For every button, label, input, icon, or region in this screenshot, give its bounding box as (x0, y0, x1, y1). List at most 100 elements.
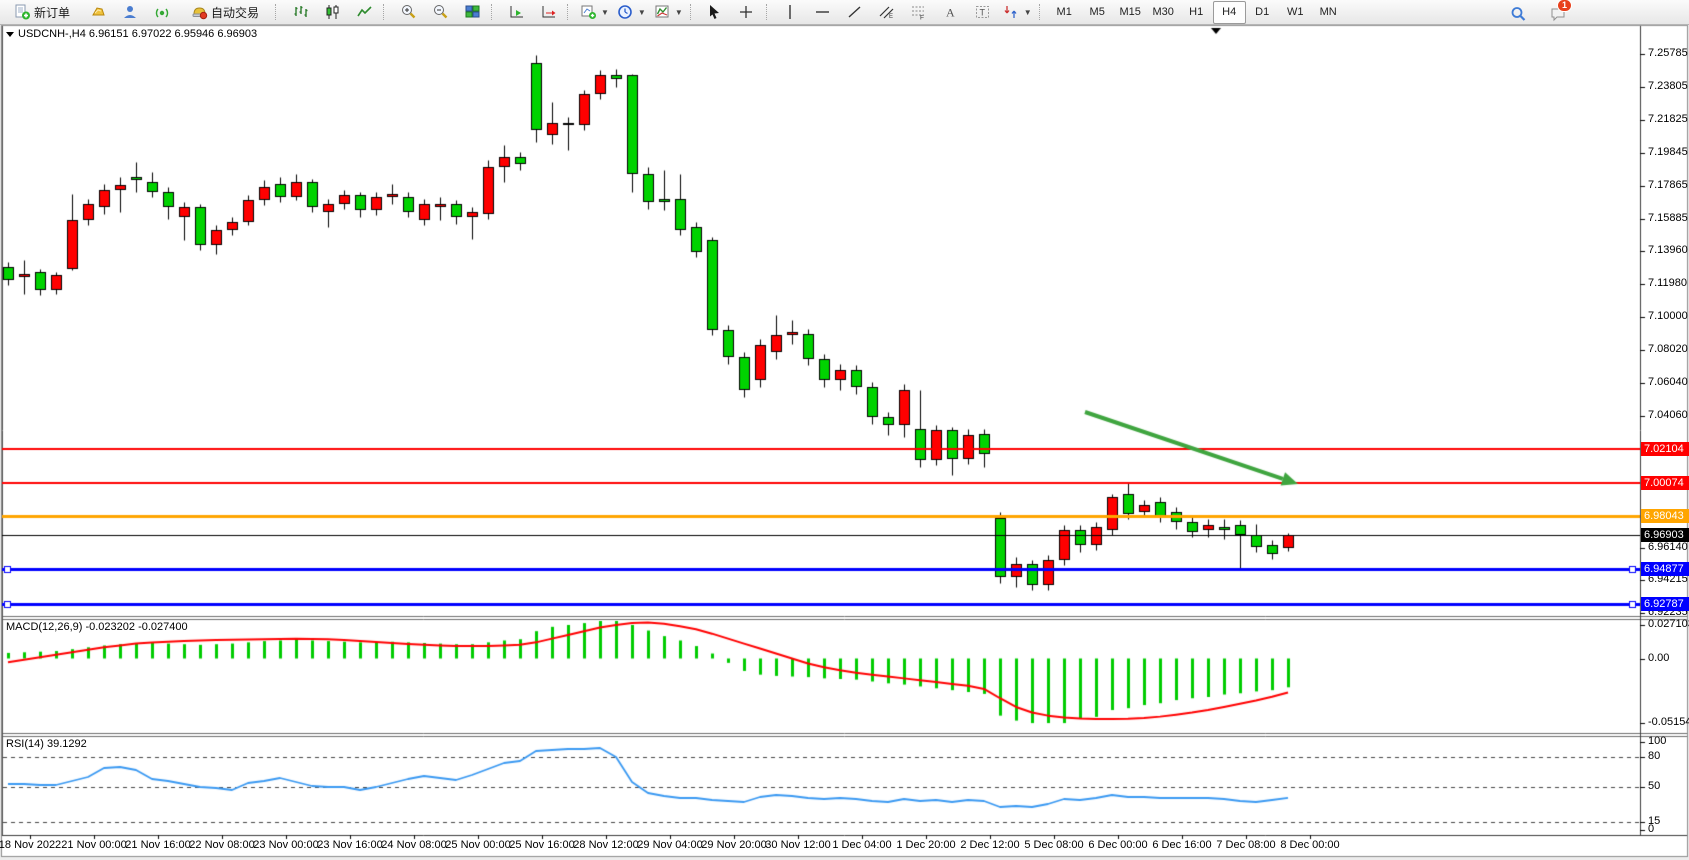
price-line-badge: 6.94877 (1641, 562, 1689, 576)
price-axis-tick: 7.17865 (1648, 179, 1688, 191)
chart-shift-button[interactable] (532, 1, 564, 24)
gold-button[interactable] (82, 1, 114, 24)
time-axis-label: 28 Nov 12:00 (573, 839, 639, 851)
rsi-axis-tick: 50 (1648, 780, 1661, 792)
chevron-down-icon: ▼ (1023, 7, 1032, 17)
timeframe-button-W1[interactable]: W1 (1286, 6, 1304, 18)
toolbar-right-icons: 1 (1502, 0, 1574, 25)
timeframe-button-M30[interactable]: M30 (1152, 6, 1174, 18)
text-icon: A (946, 6, 955, 20)
price-axis-tick: 7.08020 (1648, 343, 1688, 355)
line-chart-button[interactable] (348, 1, 380, 24)
new-order-label: 新订单 (33, 5, 70, 20)
timeframe-button-H1[interactable]: H1 (1189, 6, 1204, 18)
time-axis-label: 23 Nov 00:00 (253, 839, 319, 851)
zoom-out-button[interactable] (424, 1, 456, 24)
arrows-button[interactable]: ▼ (999, 1, 1036, 24)
horizontal-line-button[interactable] (807, 1, 839, 24)
toolbar-separator (765, 4, 771, 20)
notification-badge: 1 (1557, 0, 1573, 12)
line-chart-icon (356, 6, 372, 17)
zoom-in-button[interactable] (392, 1, 424, 24)
new-chart-button[interactable]: ▼ (576, 1, 613, 24)
svg-text:F: F (920, 15, 924, 21)
auto-scroll-icon (510, 6, 523, 18)
timeframe-button-H4[interactable]: H4 (1212, 0, 1246, 24)
signal-button[interactable] (146, 1, 178, 24)
time-axis-label: 25 Nov 00:00 (445, 839, 511, 851)
price-axis-tick: 7.19845 (1648, 146, 1688, 158)
time-axis-label: 25 Nov 16:00 (509, 839, 575, 851)
price-line-badge: 7.00074 (1641, 476, 1689, 490)
vertical-line-icon (789, 5, 791, 19)
fibonacci-button[interactable]: F (903, 1, 935, 24)
channel-button[interactable]: E (871, 1, 903, 24)
new-chart-icon (581, 5, 596, 19)
timeframe-clock-icon (618, 5, 632, 19)
cursor-button[interactable] (699, 1, 731, 24)
text-label-button[interactable]: T (967, 1, 999, 24)
period-clock-button[interactable]: ▼ (613, 1, 650, 24)
toolbar-separator (275, 4, 280, 20)
time-axis-label: 7 Dec 08:00 (1216, 839, 1276, 851)
chevron-down-icon: ▼ (601, 7, 609, 17)
toolbar-separator (383, 4, 388, 20)
macd-label: MACD(12,26,9) -0.023202 -0.027400 (6, 621, 188, 633)
timeframe-button-M5[interactable]: M5 (1089, 6, 1105, 18)
zoom-in-icon (401, 5, 415, 19)
time-axis-label: 21 Nov 00:00 (61, 839, 127, 851)
vertical-line-button[interactable] (775, 1, 807, 24)
crosshair-icon (740, 6, 753, 18)
timeframe-button-M15[interactable]: M15 (1119, 6, 1141, 18)
svg-text:A: A (946, 6, 955, 20)
price-line-badge: 6.96903 (1641, 528, 1689, 542)
price-line-badge: 7.02104 (1641, 442, 1689, 456)
text-button[interactable]: A (935, 1, 967, 24)
tile-windows-button[interactable] (456, 1, 488, 24)
toolbar-separator (491, 4, 496, 20)
profile-button[interactable] (114, 1, 146, 24)
time-axis-label: 29 Nov 04:00 (637, 839, 703, 851)
svg-text:E: E (889, 14, 893, 20)
chat-button[interactable]: 1 (1542, 0, 1574, 25)
candlestick-chart-button[interactable] (316, 1, 348, 24)
auto-trading-button[interactable]: 自动交易 (178, 1, 272, 24)
price-axis-tick: 7.21825 (1648, 113, 1688, 125)
time-axis-label: 6 Dec 00:00 (1088, 839, 1148, 851)
price-axis-tick: 7.25785 (1648, 47, 1688, 59)
bar-chart-button[interactable] (284, 1, 316, 24)
timeframe-button-M1[interactable]: M1 (1056, 6, 1072, 18)
auto-trading-icon (192, 7, 208, 20)
toolbar-separator (567, 4, 572, 20)
trendline-button[interactable] (839, 1, 871, 24)
tile-windows-icon (465, 5, 479, 18)
time-axis-label: 8 Dec 00:00 (1280, 839, 1340, 851)
toolbar-separator (689, 4, 695, 20)
price-axis-tick: 7.15885 (1648, 212, 1688, 224)
price-axis-tick: 7.13960 (1648, 244, 1688, 256)
rsi-axis-tick: 100 (1648, 735, 1667, 747)
price-axis-tick: 7.04060 (1648, 409, 1688, 421)
collapse-triangle-icon[interactable] (6, 32, 14, 37)
chevron-down-icon: ▼ (674, 7, 683, 17)
crosshair-button[interactable] (731, 1, 763, 24)
price-line-badge: 6.98043 (1641, 509, 1689, 523)
time-axis-label: 5 Dec 08:00 (1024, 839, 1084, 851)
new-order-button[interactable]: 新订单 (2, 1, 82, 24)
chart-shift-icon (542, 6, 555, 18)
time-axis-label: 21 Nov 16:00 (125, 839, 191, 851)
toolbar-separator (1038, 4, 1044, 20)
time-axis-label: 18 Nov 2022 (0, 839, 62, 851)
search-button[interactable] (1502, 2, 1534, 25)
timeframe-button-MN[interactable]: MN (1319, 6, 1337, 18)
indicators-button[interactable]: ▼ (650, 1, 687, 24)
gold-icon (91, 7, 105, 16)
price-axis-tick: 6.94215 (1648, 573, 1688, 585)
trendline-icon (848, 6, 861, 18)
time-axis-label: 1 Dec 04:00 (832, 839, 892, 851)
auto-scroll-button[interactable] (500, 1, 532, 24)
macd-axis-tick: -0.051546 (1648, 716, 1689, 728)
timeframe-button-D1[interactable]: D1 (1255, 6, 1270, 18)
